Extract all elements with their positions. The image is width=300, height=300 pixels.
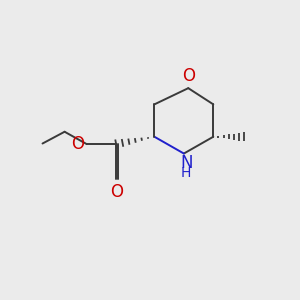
Text: H: H (181, 166, 191, 180)
Text: O: O (182, 67, 195, 85)
Text: N: N (180, 154, 193, 172)
Text: O: O (110, 183, 123, 201)
Text: O: O (71, 135, 84, 153)
